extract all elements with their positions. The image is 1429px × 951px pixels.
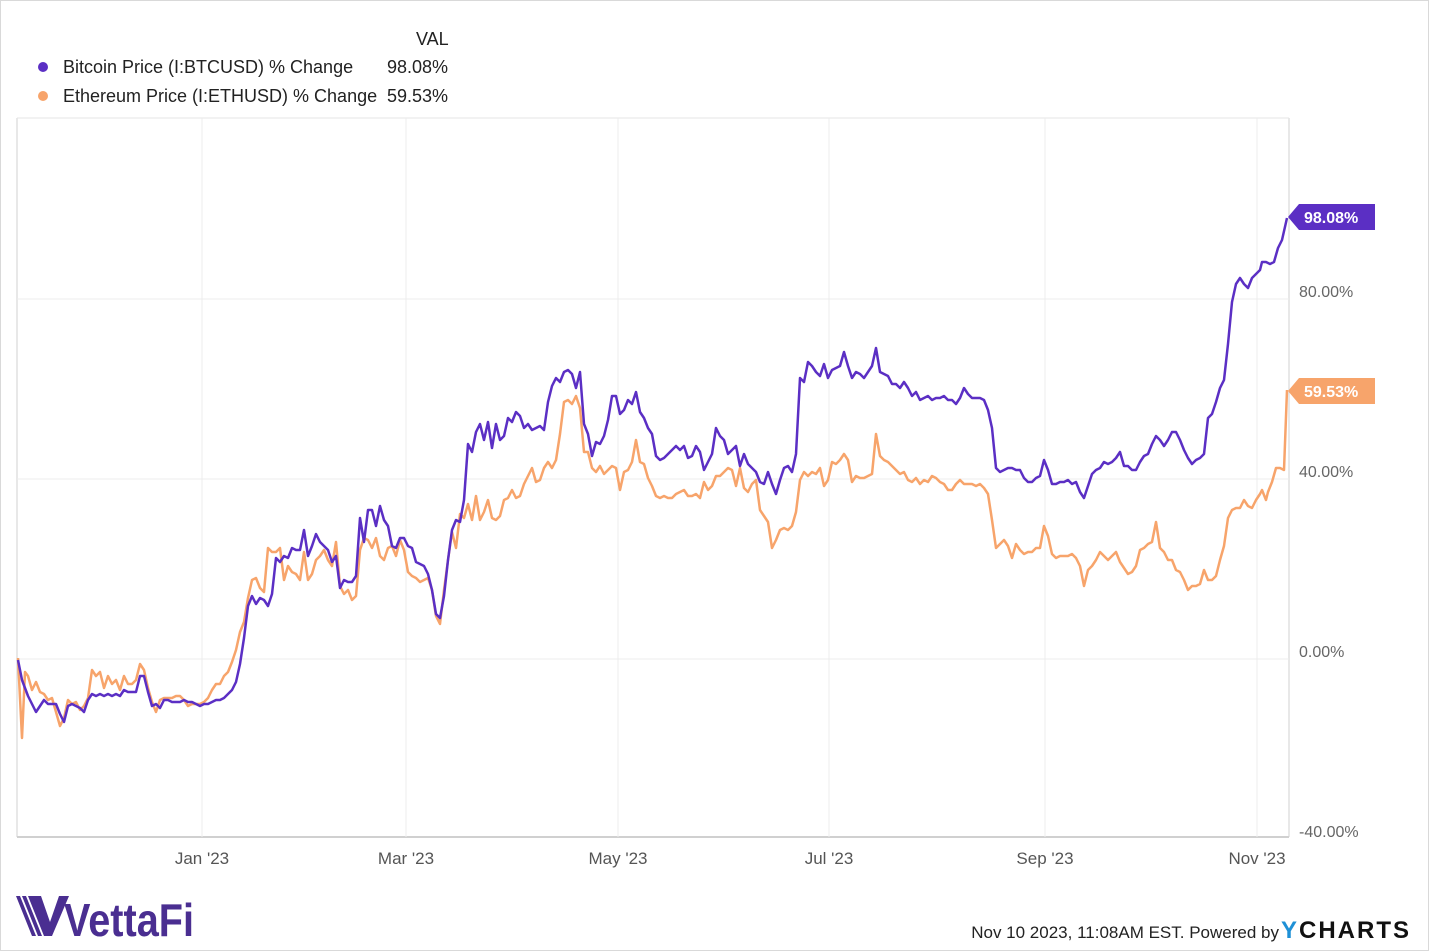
y-tick-0: 0.00% bbox=[1299, 644, 1344, 661]
h-gridlines bbox=[17, 298, 1289, 660]
btc-flag-text: 98.08% bbox=[1304, 210, 1358, 227]
btc-series-line bbox=[16, 217, 1289, 724]
legend-value: 59.53% bbox=[386, 86, 448, 106]
timestamp-text: Nov 10 2023, 11:08AM EST. Powered by bbox=[971, 923, 1279, 942]
legend-item-btc[interactable]: Bitcoin Price (I:BTCUSD) % Change 98.08% bbox=[36, 55, 456, 79]
footer: Nov 10 2023, 11:08AM EST. Powered by YCH… bbox=[971, 917, 1411, 945]
x-tick-nov: Nov '23 bbox=[1228, 849, 1285, 868]
legend-header: VAL bbox=[416, 29, 449, 49]
eth-dot-icon bbox=[38, 91, 48, 101]
y-tick-neg40: -40.00% bbox=[1299, 824, 1359, 841]
x-tick-jan: Jan '23 bbox=[175, 849, 229, 868]
v-gridlines bbox=[201, 118, 1258, 837]
x-tick-jul: Jul '23 bbox=[805, 849, 854, 868]
legend-item-eth[interactable]: Ethereum Price (I:ETHUSD) % Change 59.53… bbox=[36, 84, 456, 108]
x-tick-mar: Mar '23 bbox=[378, 849, 434, 868]
x-tick-may: May '23 bbox=[589, 849, 648, 868]
logo-text: VettaFi bbox=[64, 894, 194, 940]
legend-value: 98.08% bbox=[386, 57, 448, 77]
legend-label: Bitcoin Price (I:BTCUSD) % Change bbox=[63, 57, 354, 77]
y-tick-80: 80.00% bbox=[1299, 284, 1353, 301]
eth-value-flag: 59.53% bbox=[1288, 378, 1375, 404]
btc-value-flag: 98.08% bbox=[1288, 204, 1375, 230]
btc-dot-icon bbox=[38, 62, 48, 72]
x-tick-sep: Sep '23 bbox=[1016, 849, 1073, 868]
eth-series-line bbox=[16, 389, 1289, 740]
legend-label: Ethereum Price (I:ETHUSD) % Change bbox=[63, 86, 378, 106]
eth-flag-text: 59.53% bbox=[1304, 384, 1358, 401]
y-tick-40: 40.00% bbox=[1299, 464, 1353, 481]
ycharts-logo[interactable]: YCHARTS bbox=[1280, 917, 1411, 944]
vettafi-logo: VettaFi bbox=[16, 894, 194, 940]
